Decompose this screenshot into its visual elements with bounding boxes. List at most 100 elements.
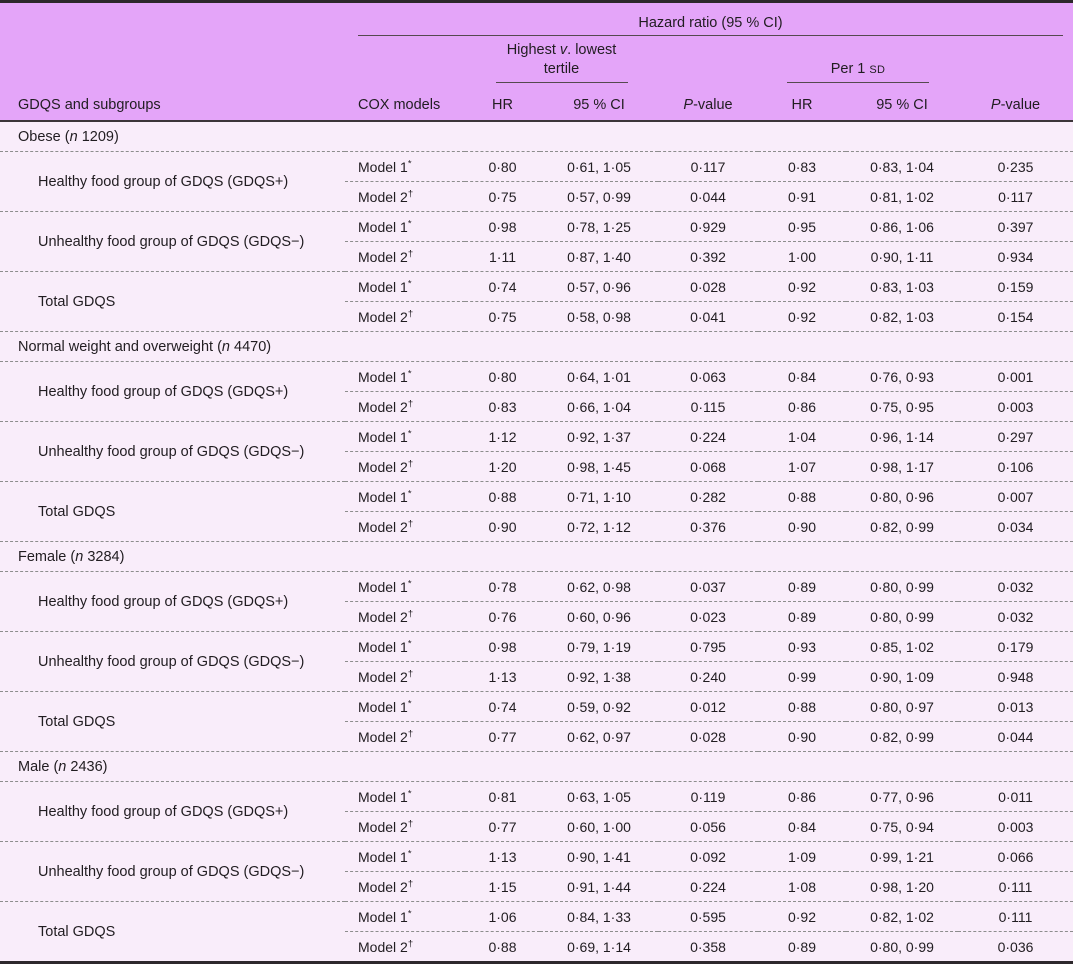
hr-sd-cell: 0·93 bbox=[758, 631, 846, 662]
per-sd-spanner-rule bbox=[787, 82, 929, 83]
model-footnote-mark: † bbox=[407, 877, 414, 889]
model-cell: Model 1* bbox=[345, 361, 465, 392]
ci-sd-cell: 0·86, 1·06 bbox=[846, 211, 958, 242]
pvalue-sd-cell: 0·001 bbox=[958, 361, 1073, 392]
pvalue-sd-cell: 0·154 bbox=[958, 301, 1073, 332]
ci-tertile-cell: 0·92, 1·37 bbox=[540, 421, 658, 452]
section-name-prefix: Obese ( bbox=[18, 128, 70, 145]
section-row: Female (n 3284) bbox=[0, 541, 1073, 572]
model-footnote-mark: * bbox=[407, 787, 412, 799]
ci-tertile-cell: 0·63, 1·05 bbox=[540, 781, 658, 812]
header-spacer bbox=[0, 1, 345, 36]
hr-tertile-cell: 0·75 bbox=[465, 301, 540, 332]
model-cell: Model 1* bbox=[345, 901, 465, 932]
subgroup-label: Total GDQS bbox=[0, 691, 345, 752]
section-n-italic: n bbox=[75, 548, 84, 565]
ci-sd-cell: 0·80, 0·99 bbox=[846, 601, 958, 632]
subgroup-label: Unhealthy food group of GDQS (GDQS−) bbox=[0, 421, 345, 482]
hr-tertile-cell: 0·74 bbox=[465, 691, 540, 722]
subgroup-label: Healthy food group of GDQS (GDQS+) bbox=[0, 151, 345, 212]
hr-sd-cell: 0·86 bbox=[758, 781, 846, 812]
model-data-row: Healthy food group of GDQS (GDQS+) Model … bbox=[0, 781, 1073, 842]
ci-tertile-cell: 0·98, 1·45 bbox=[540, 451, 658, 482]
ci-sd-cell: 0·98, 1·17 bbox=[846, 451, 958, 482]
model-data-row: Model 2† 1·13 0·92, 1·38 0·240 0·99 0·90, 1·0… bbox=[0, 661, 1073, 692]
model-label: Model 1 bbox=[358, 488, 408, 505]
hr-sd-cell: 0·92 bbox=[758, 901, 846, 932]
section-row: Obese (n 1209) bbox=[0, 121, 1073, 152]
model-cell: Model 1* bbox=[345, 571, 465, 602]
ci-tertile-cell: 0·90, 1·41 bbox=[540, 841, 658, 872]
model-cell: Model 1* bbox=[345, 631, 465, 662]
model-label: Model 1 bbox=[358, 428, 408, 445]
hr-sd-cell: 0·95 bbox=[758, 211, 846, 242]
subgroup-label: Unhealthy food group of GDQS (GDQS−) bbox=[0, 841, 345, 902]
hr-sd-cell: 0·84 bbox=[758, 361, 846, 392]
tertile-text-line2: tertile bbox=[543, 61, 580, 78]
ci-sd-cell: 0·85, 1·02 bbox=[846, 631, 958, 662]
section-title: Normal weight and overweight (n 4470) bbox=[0, 331, 1073, 362]
hr-tertile-cell: 1·20 bbox=[465, 451, 540, 482]
section-title: Obese (n 1209) bbox=[0, 121, 1073, 152]
model-footnote-mark: * bbox=[407, 847, 412, 859]
hr-tertile-cell: 0·90 bbox=[465, 511, 540, 542]
model-data-row: Unhealthy food group of GDQS (GDQS−) Mode… bbox=[0, 841, 1073, 902]
pvalue-rest: -value bbox=[693, 97, 733, 113]
tertile-text: . lowest bbox=[567, 42, 617, 59]
pvalue-tertile-cell: 0·063 bbox=[658, 361, 758, 392]
pvalue-tertile-cell: 0·041 bbox=[658, 301, 758, 332]
header-spacer bbox=[658, 36, 758, 83]
hr-sd-cell: 0·90 bbox=[758, 511, 846, 542]
pvalue-sd-cell: 0·159 bbox=[958, 271, 1073, 302]
hazard-spanner-cell: Hazard ratio (95 % CI) bbox=[345, 1, 1073, 36]
hr-sd-cell: 0·99 bbox=[758, 661, 846, 692]
hr-tertile-cell: 0·77 bbox=[465, 721, 540, 752]
pvalue-sd-cell: 0·007 bbox=[958, 481, 1073, 512]
model-cell: Model 1* bbox=[345, 421, 465, 452]
pvalue-sd-cell: 0·003 bbox=[958, 391, 1073, 422]
ci-tertile-cell: 0·69, 1·14 bbox=[540, 931, 658, 964]
ci-sd-cell: 0·82, 0·99 bbox=[846, 511, 958, 542]
ci-tertile-cell: 0·72, 1·12 bbox=[540, 511, 658, 542]
section-n-italic: n bbox=[58, 758, 67, 775]
ci-sd-cell: 0·80, 0·99 bbox=[846, 571, 958, 602]
group-spanner-row: Highest v. lowest tertile Per 1 SD bbox=[0, 36, 1073, 83]
model-label: Model 2 bbox=[358, 818, 408, 835]
model-data-row: Total GDQS Model 1* 0·88 0·71, 1·10 0·282 0·8… bbox=[0, 481, 1073, 542]
model-footnote-mark: † bbox=[407, 457, 414, 469]
section-name-suffix: 3284) bbox=[83, 548, 125, 565]
ci-sd-cell: 0·90, 1·09 bbox=[846, 661, 958, 692]
hr-sd-cell: 0·86 bbox=[758, 391, 846, 422]
model-cell: Model 2† bbox=[345, 181, 465, 212]
pvalue-sd-cell: 0·297 bbox=[958, 421, 1073, 452]
pvalue-tertile-cell: 0·929 bbox=[658, 211, 758, 242]
ci-sd-cell: 0·75, 0·94 bbox=[846, 811, 958, 842]
subgroup-label: Healthy food group of GDQS (GDQS+) bbox=[0, 781, 345, 842]
model-data-row: Model 2† 1·15 0·91, 1·44 0·224 1·08 0·98, 1·2… bbox=[0, 871, 1073, 902]
model-label: Model 1 bbox=[358, 848, 408, 865]
pvalue-sd-cell: 0·044 bbox=[958, 721, 1073, 752]
model-label: Model 1 bbox=[358, 278, 408, 295]
model-data-row: Model 2† 1·11 0·87, 1·40 0·392 1·00 0·90, 1·1… bbox=[0, 241, 1073, 272]
section-row: Male (n 2436) bbox=[0, 751, 1073, 782]
model-data-row: Total GDQS Model 1* 0·74 0·59, 0·92 0·012 0·8… bbox=[0, 691, 1073, 752]
model-data-row: Model 2† 0·83 0·66, 1·04 0·115 0·86 0·75, 0·9… bbox=[0, 391, 1073, 422]
hr-tertile-cell: 0·80 bbox=[465, 361, 540, 392]
pvalue-sd-cell: 0·934 bbox=[958, 241, 1073, 272]
hr-tertile-cell: 0·81 bbox=[465, 781, 540, 812]
header-spacer bbox=[345, 36, 465, 83]
col-header-ci-tertile: 95 % CI bbox=[540, 83, 658, 122]
model-footnote-mark: * bbox=[407, 367, 412, 379]
pvalue-tertile-cell: 0·028 bbox=[658, 271, 758, 302]
ci-sd-cell: 0·83, 1·04 bbox=[846, 151, 958, 182]
pvalue-sd-cell: 0·111 bbox=[958, 901, 1073, 932]
model-cell: Model 2† bbox=[345, 931, 465, 964]
hr-sd-cell: 0·89 bbox=[758, 931, 846, 964]
column-header-row: GDQS and subgroups COX models HR 95 % CI… bbox=[0, 83, 1073, 122]
hr-tertile-cell: 1·06 bbox=[465, 901, 540, 932]
pvalue-tertile-cell: 0·224 bbox=[658, 871, 758, 902]
model-cell: Model 2† bbox=[345, 661, 465, 692]
pvalue-tertile-cell: 0·117 bbox=[658, 151, 758, 182]
pvalue-tertile-cell: 0·012 bbox=[658, 691, 758, 722]
section-title: Male (n 2436) bbox=[0, 751, 1073, 782]
